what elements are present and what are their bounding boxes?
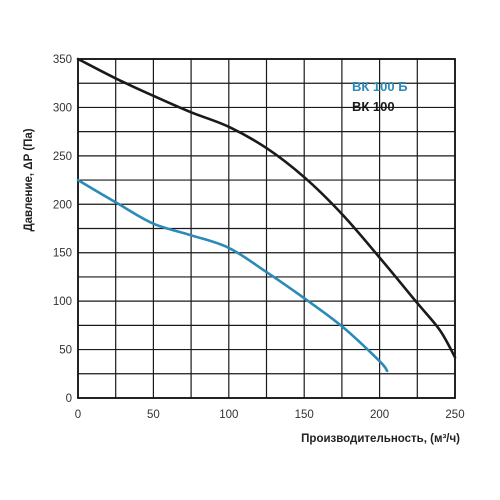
- series-line-vk-100-b: [76, 178, 389, 373]
- legend-entry: ВК 100: [352, 99, 395, 114]
- y-tick-label: 250: [53, 151, 72, 163]
- x-axis-title: Производительность, (м³/ч): [301, 433, 460, 445]
- y-tick-label: 50: [59, 345, 72, 357]
- x-tick-label: 200: [370, 409, 389, 421]
- series-line-vk-100: [76, 57, 457, 359]
- x-tick-label: 150: [295, 409, 314, 421]
- y-tick-labels: 0 50 100 150 200 250 300 350: [53, 54, 72, 405]
- legend-entry: ВК 100 Б: [352, 79, 408, 94]
- y-tick-label: 150: [53, 248, 72, 260]
- x-tick-labels: 0 50 100 150 200 250: [75, 409, 465, 421]
- x-tick-label: 250: [445, 409, 464, 421]
- x-tick-label: 0: [75, 409, 81, 421]
- y-tick-label: 200: [53, 199, 72, 211]
- y-tick-label: 300: [53, 102, 72, 114]
- x-tick-label: 100: [219, 409, 238, 421]
- series-layer: [76, 57, 457, 373]
- grid: [77, 58, 456, 399]
- y-tick-label: 0: [66, 393, 72, 405]
- x-tick-label: 50: [147, 409, 160, 421]
- legend: ВК 100 Б ВК 100: [352, 79, 408, 114]
- y-tick-label: 350: [53, 54, 72, 66]
- y-axis-title: Давление, ΔP (Па): [23, 128, 35, 231]
- plot-frame: [77, 58, 456, 399]
- y-tick-label: 100: [53, 296, 72, 308]
